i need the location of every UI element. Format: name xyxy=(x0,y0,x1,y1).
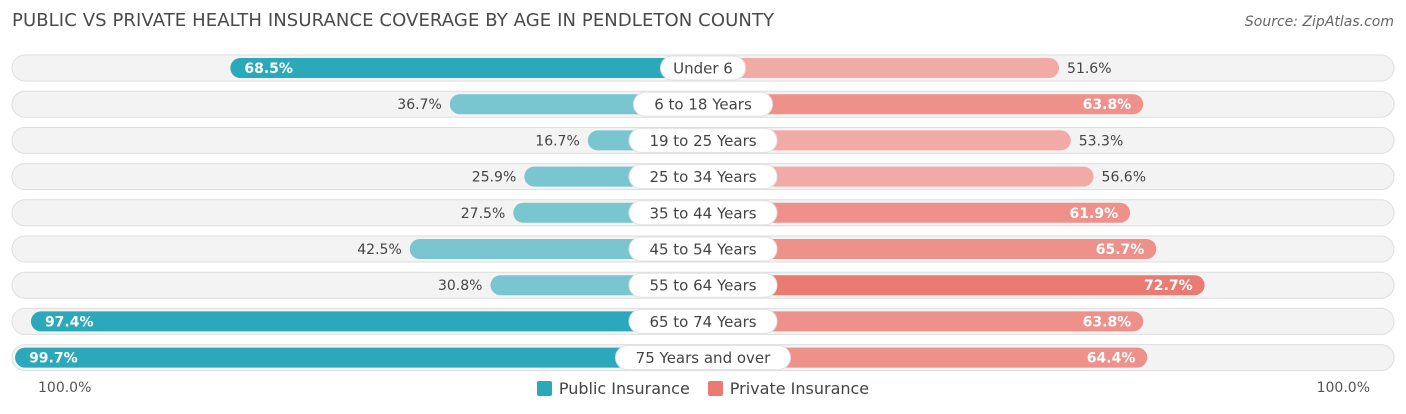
private-value-label: 63.8% xyxy=(1083,314,1132,330)
public-value-label: 27.5% xyxy=(461,206,505,222)
private-value-label: 56.6% xyxy=(1102,170,1146,186)
source-label: Source: ZipAtlas.com xyxy=(1244,14,1394,30)
public-bar xyxy=(30,311,703,332)
category-label: 55 to 64 Years xyxy=(649,277,756,295)
private-bar xyxy=(703,239,1157,259)
category-label: 6 to 18 Years xyxy=(654,96,752,114)
private-value-label: 51.6% xyxy=(1067,61,1111,77)
private-bar xyxy=(703,275,1205,296)
legend: Public Insurance Private Insurance xyxy=(0,379,1406,398)
private-bar xyxy=(703,94,1144,115)
private-value-label: 53.3% xyxy=(1079,133,1123,149)
category-pill xyxy=(628,308,778,334)
public-value-label: 99.7% xyxy=(29,351,78,367)
private-bar xyxy=(703,202,1131,223)
private-value-label: 65.7% xyxy=(1096,242,1145,258)
public-bar xyxy=(15,347,703,368)
category-pill xyxy=(615,345,791,371)
private-value-label: 63.8% xyxy=(1083,97,1132,113)
private-value-label: 64.4% xyxy=(1087,351,1136,367)
legend-swatch-private xyxy=(707,381,723,396)
private-value-label: 72.7% xyxy=(1144,278,1193,294)
legend-label-private: Private Insurance xyxy=(729,379,870,398)
private-bar xyxy=(703,130,1071,151)
public-value-label: 68.5% xyxy=(244,61,293,77)
legend-label-public: Public Insurance xyxy=(558,379,690,398)
category-pill xyxy=(628,164,778,190)
public-value-label: 16.7% xyxy=(535,133,579,149)
legend-item-public: Public Insurance xyxy=(536,379,690,398)
public-value-label: 36.7% xyxy=(397,97,441,113)
category-label: Under 6 xyxy=(673,60,733,78)
public-value-label: 25.9% xyxy=(472,170,516,186)
private-bar xyxy=(703,166,1094,187)
category-label: 25 to 34 Years xyxy=(649,168,756,186)
axis-left-label: 100.0% xyxy=(38,380,92,396)
private-bar xyxy=(703,311,1144,332)
private-bar xyxy=(703,347,1148,368)
category-pill xyxy=(628,127,778,153)
private-value-label: 61.9% xyxy=(1070,206,1119,222)
public-value-label: 30.8% xyxy=(438,278,482,294)
public-value-label: 97.4% xyxy=(45,314,94,330)
chart-title: PUBLIC VS PRIVATE HEALTH INSURANCE COVER… xyxy=(12,10,775,31)
public-value-label: 42.5% xyxy=(357,242,401,258)
legend-swatch-public xyxy=(536,381,552,396)
chart: 68.5% 51.6% Under 6 36.7% 63.8% 6 to 18 Years… xyxy=(11,54,1395,372)
category-pill xyxy=(628,200,778,226)
category-label: 19 to 25 Years xyxy=(649,132,756,150)
axis-right-label: 100.0% xyxy=(1316,380,1370,396)
category-label: 35 to 44 Years xyxy=(649,204,756,222)
category-pill xyxy=(628,272,778,298)
category-label: 65 to 74 Years xyxy=(649,313,756,331)
category-pill xyxy=(633,91,773,117)
private-bar xyxy=(703,58,1060,78)
category-pill xyxy=(628,236,778,262)
category-label: 75 Years and over xyxy=(636,349,771,367)
legend-item-private: Private Insurance xyxy=(707,379,870,398)
public-bar xyxy=(230,58,703,78)
category-label: 45 to 54 Years xyxy=(649,241,756,259)
category-pill xyxy=(660,55,746,81)
